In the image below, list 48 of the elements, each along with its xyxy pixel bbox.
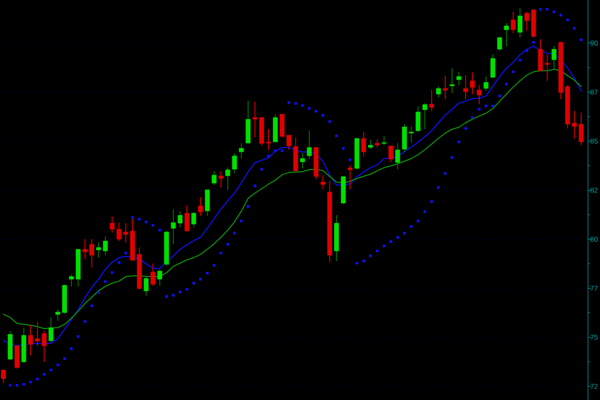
candlestick <box>1 368 6 384</box>
candlestick <box>238 142 244 159</box>
candlestick <box>157 268 162 286</box>
candlestick <box>184 204 190 232</box>
candlestick <box>300 152 305 169</box>
candlestick <box>476 84 482 105</box>
candlestick <box>463 74 468 100</box>
candlestick <box>382 135 386 146</box>
candlestick <box>144 275 149 296</box>
candlestick <box>388 145 394 162</box>
candlestick <box>286 134 292 150</box>
candlestick <box>442 75 448 100</box>
candlestick <box>436 86 441 98</box>
candlestick <box>429 89 434 112</box>
candlestick <box>416 106 420 132</box>
candlestick <box>28 324 33 356</box>
candlestick <box>306 130 312 160</box>
candlestick <box>232 152 237 174</box>
candlestick <box>456 71 462 86</box>
candlestick <box>96 242 101 258</box>
candlestick <box>510 11 516 34</box>
candlestick <box>422 102 428 130</box>
candlestick <box>280 114 284 138</box>
candlestick <box>518 8 522 38</box>
candlestick <box>348 164 352 190</box>
candlestick <box>246 100 251 144</box>
candlestick <box>102 236 108 256</box>
candlestick <box>450 68 454 94</box>
candlestick <box>198 197 203 216</box>
candlestick <box>150 263 156 286</box>
candlestick <box>552 45 556 70</box>
candlestick <box>368 139 373 150</box>
candlestick <box>204 189 210 216</box>
candlestick <box>191 212 196 228</box>
candlestick <box>48 317 54 343</box>
candlestick <box>484 76 488 92</box>
candlestick <box>395 142 400 170</box>
candlestick <box>470 72 475 95</box>
candlestick <box>361 132 366 157</box>
candlestick <box>504 22 509 47</box>
candlestick <box>320 174 326 190</box>
candlestick <box>218 170 224 188</box>
candlestick <box>14 344 20 370</box>
candlestick <box>110 216 115 233</box>
candlestick <box>212 170 217 186</box>
candlestick <box>225 167 230 190</box>
candlestick <box>497 37 502 52</box>
candlestick <box>490 54 496 78</box>
